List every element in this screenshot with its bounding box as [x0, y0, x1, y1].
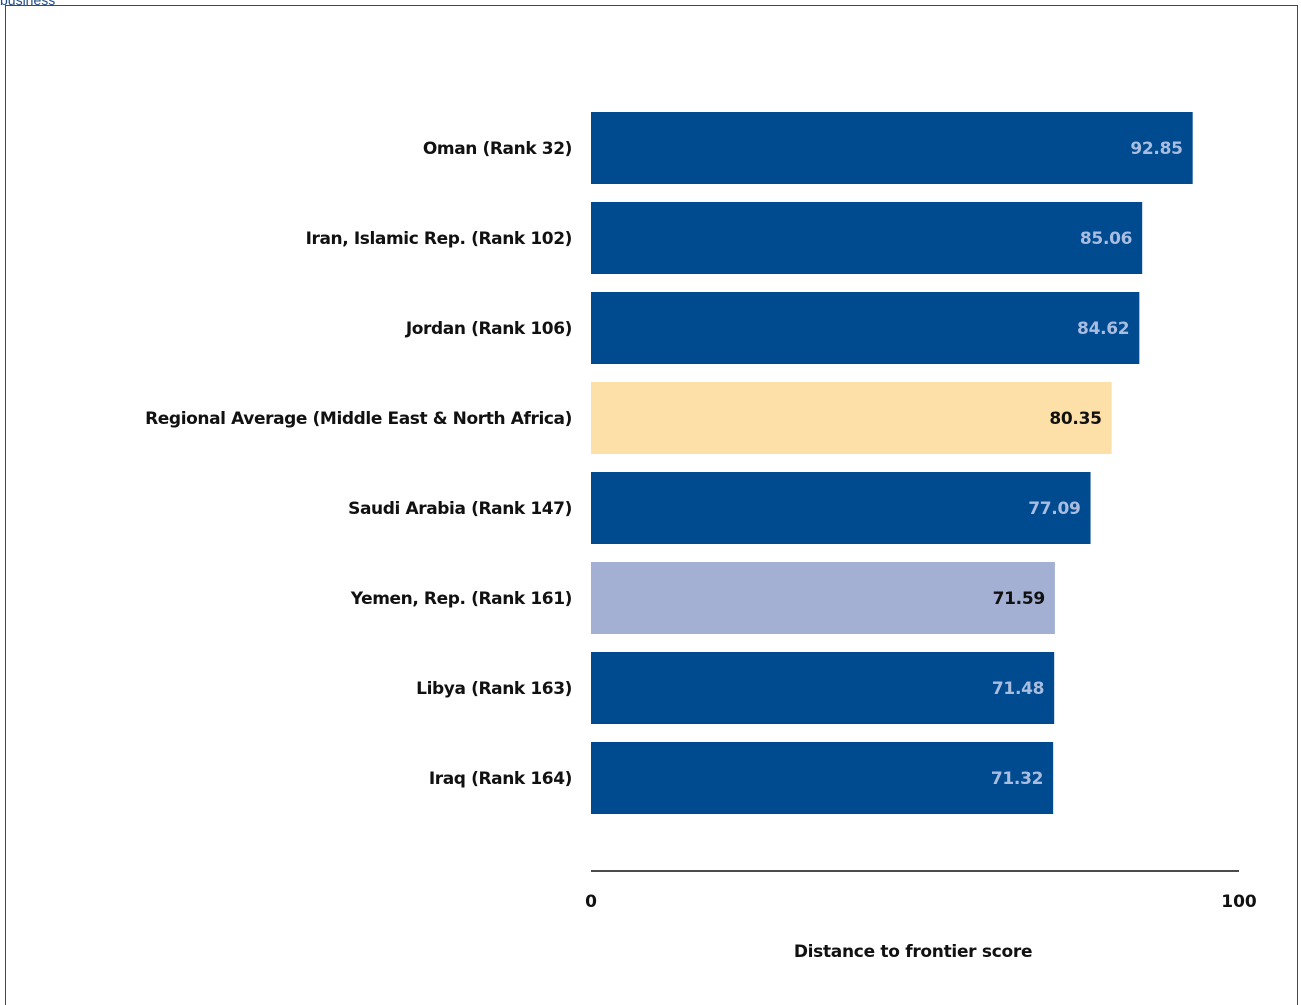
value-label-0: 92.85 — [1130, 139, 1182, 159]
category-label-7: Iraq (Rank 164) — [429, 769, 572, 789]
bar-7 — [591, 742, 1054, 814]
bar-6 — [591, 652, 1055, 724]
category-label-3: Regional Average (Middle East & North Af… — [145, 409, 572, 429]
category-label-0: Oman (Rank 32) — [423, 139, 572, 159]
bars-group: Oman (Rank 32) 92.85 Iran, Islamic Rep. (R… — [145, 112, 1193, 814]
category-label-2: Jordan (Rank 106) — [405, 319, 572, 339]
category-label-4: Saudi Arabia (Rank 147) — [348, 499, 572, 519]
page-caption: business — [0, 0, 56, 8]
chart-frame — [5, 5, 1298, 1005]
bar-5 — [591, 562, 1055, 634]
bar-2 — [591, 292, 1140, 364]
x-axis-title: Distance to frontier score — [794, 942, 1032, 962]
value-label-2: 84.62 — [1077, 319, 1129, 339]
bar-1 — [591, 202, 1143, 274]
x-tick-label-0: 0 — [585, 892, 597, 912]
bar-4 — [591, 472, 1091, 544]
value-label-7: 71.32 — [991, 769, 1043, 789]
value-label-6: 71.48 — [992, 679, 1044, 699]
value-label-3: 80.35 — [1049, 409, 1101, 429]
bar-3 — [591, 382, 1112, 454]
x-tick-label-100: 100 — [1221, 892, 1257, 912]
category-label-1: Iran, Islamic Rep. (Rank 102) — [306, 229, 572, 249]
category-label-6: Libya (Rank 163) — [416, 679, 572, 699]
value-label-4: 77.09 — [1028, 499, 1080, 519]
value-label-1: 85.06 — [1080, 229, 1132, 249]
category-label-5: Yemen, Rep. (Rank 161) — [350, 589, 572, 609]
value-label-5: 71.59 — [993, 589, 1045, 609]
bar-0 — [591, 112, 1193, 184]
